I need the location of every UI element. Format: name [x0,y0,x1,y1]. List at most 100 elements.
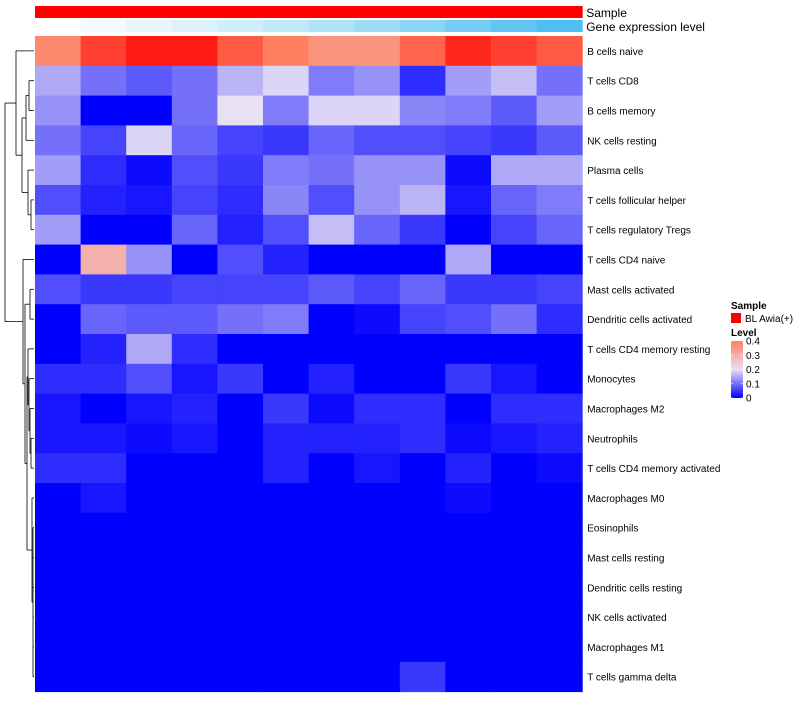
legend-level-title: Level [731,328,757,339]
heatmap-cell [308,125,355,156]
heatmap-cell [445,453,492,484]
heatmap-cell [80,542,127,573]
heatmap-cell [263,572,310,603]
annotation-cell-sample-1 [80,6,127,18]
heatmap-cell [80,512,127,544]
heatmap-cell [445,244,492,275]
heatmap-cell [445,661,492,693]
row-label: Mast cells activated [587,285,674,296]
heatmap-cell [217,244,264,275]
heatmap-cell [536,542,583,573]
heatmap-cell [536,155,583,186]
heatmap-cell [536,393,583,424]
heatmap-cell [536,453,583,484]
heatmap-cell [171,36,218,67]
heatmap-cell [536,483,583,514]
heatmap-cell [263,155,310,186]
heatmap-cell [126,512,173,544]
heatmap-cell [126,274,173,305]
heatmap-cell [308,363,355,395]
annotation-cell-sample-9 [445,6,492,18]
heatmap-cell [354,483,401,514]
heatmap-cell [445,512,492,544]
heatmap-cell [35,155,82,186]
legend-level-tick-label: 0.4 [746,337,760,348]
heatmap-cell [35,661,82,693]
heatmap-cell [217,185,264,216]
heatmap-cell [126,483,173,514]
heatmap-cell [491,36,538,67]
heatmap-cell [217,483,264,514]
heatmap-cell [35,274,82,305]
heatmap-cell [491,363,538,395]
heatmap-cell [263,393,310,424]
heatmap-cell [354,304,401,335]
heatmap-cell [263,95,310,126]
heatmap-cell [171,185,218,216]
annotation-cell-sample-0 [35,6,82,18]
annotation-cell-expression-1 [80,20,127,32]
heatmap-cell [80,36,127,67]
heatmap-cell [35,244,82,275]
heatmap-cell [536,423,583,454]
heatmap-cell [536,185,583,216]
annotation-cell-sample-7 [354,6,401,18]
legend-level-tick-label: 0.3 [746,351,760,362]
heatmap-cell [445,185,492,216]
heatmap-cell [491,244,538,275]
heatmap-cell [217,512,264,544]
heatmap-cell [399,214,446,246]
annotation-cell-expression-11 [536,20,583,32]
heatmap-cell [35,36,82,67]
heatmap-cell [80,632,127,663]
heatmap-cell [80,453,127,484]
heatmap-cell [445,363,492,395]
heatmap-cell [126,542,173,573]
heatmap-cell [308,334,355,365]
heatmap-cell [263,274,310,305]
heatmap-cell [308,542,355,573]
heatmap-cell [171,483,218,514]
heatmap-cell [354,393,401,424]
heatmap-cell [263,304,310,335]
heatmap-cell [126,602,173,633]
heatmap-cell [491,483,538,514]
heatmap-cell [536,572,583,603]
heatmap-cell [126,125,173,156]
annotation-cell-sample-11 [536,6,583,18]
annotation-cell-expression-7 [354,20,401,32]
heatmap-cell [217,36,264,67]
heatmap-cell [354,334,401,365]
heatmap-cell [354,572,401,603]
heatmap-cell [35,65,82,97]
heatmap-cell [491,602,538,633]
heatmap-cell [308,155,355,186]
heatmap-cell [445,602,492,633]
heatmap-cell [354,423,401,454]
heatmap-cell [445,393,492,424]
heatmap-cell [80,65,127,97]
heatmap-cell [491,423,538,454]
heatmap-cell [445,214,492,246]
heatmap-cell [308,453,355,484]
heatmap-cell [80,304,127,335]
row-label: Neutrophils [587,434,638,445]
heatmap-cell [80,334,127,365]
heatmap-cell [217,632,264,663]
heatmap-cell [354,65,401,97]
heatmap-cell [263,125,310,156]
row-label: T cells follicular helper [587,196,686,207]
heatmap-cell [445,36,492,67]
heatmap-cell [399,155,446,186]
heatmap-cell [491,304,538,335]
heatmap-cell [217,602,264,633]
heatmap-cell [399,393,446,424]
heatmap-cell [399,185,446,216]
heatmap-cell [445,423,492,454]
heatmap-cell [126,334,173,365]
heatmap-cell [536,632,583,663]
heatmap-cell [491,453,538,484]
heatmap-cell [308,65,355,97]
heatmap-cell [126,155,173,186]
